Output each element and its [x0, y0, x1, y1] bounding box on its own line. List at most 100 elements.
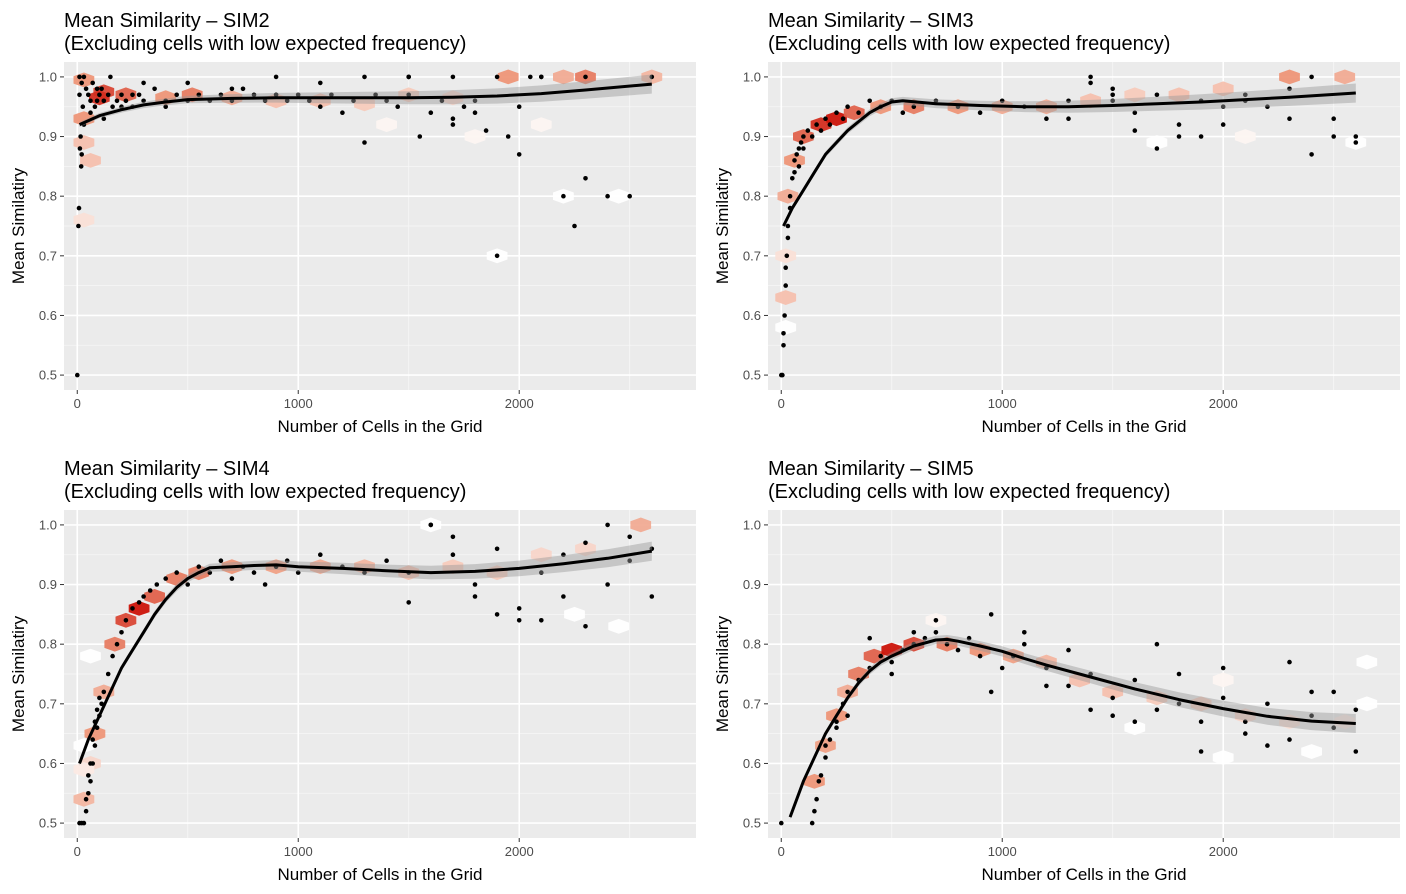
data-point [1110, 98, 1115, 104]
data-point [273, 92, 279, 98]
smooth-line [78, 549, 653, 765]
data-point [450, 122, 456, 127]
data-point [1022, 630, 1027, 635]
data-point [823, 743, 828, 748]
minor-gridlines [768, 510, 1400, 838]
data-point [101, 689, 107, 695]
data-point [141, 80, 146, 86]
x-tick-label: 0 [778, 844, 785, 859]
data-point [561, 552, 566, 557]
data-point [1066, 647, 1071, 653]
data-point [988, 612, 994, 617]
data-point [605, 193, 610, 199]
data-point [785, 235, 791, 241]
chart-title: Mean Similarity – SIM5 [768, 458, 974, 480]
data-point [1220, 104, 1226, 109]
data-point [805, 128, 811, 133]
chart-panel-2: Mean Similarity – SIM3(Excluding cells w… [713, 10, 1400, 436]
data-point [840, 116, 846, 121]
data-point [1154, 92, 1160, 98]
data-point [787, 193, 793, 199]
data-point [583, 540, 588, 546]
data-point [406, 74, 412, 80]
data-point [1198, 749, 1204, 754]
data-point [114, 641, 120, 647]
data-point [1066, 116, 1071, 121]
hexbin [530, 117, 552, 133]
data-point [792, 170, 797, 175]
hexbin [354, 96, 375, 112]
data-point [1243, 731, 1248, 736]
data-point [163, 104, 168, 109]
data-point [605, 522, 610, 528]
hexbin [1124, 87, 1146, 103]
data-point [130, 92, 135, 98]
data-point [83, 796, 89, 802]
data-point [77, 74, 82, 80]
data-point [90, 737, 95, 742]
data-point [229, 576, 235, 581]
data-point [97, 695, 102, 701]
x-tick-label: 0 [74, 396, 81, 411]
data-point [516, 606, 522, 611]
y-tick-label: 0.5 [743, 816, 761, 831]
data-point [229, 86, 235, 92]
data-point [1132, 719, 1138, 724]
axes: 0.5 0.6 0.7 0.8 0.9 1.0 0 1000 2000 Number of Cel… [713, 69, 1238, 436]
data-point [174, 570, 179, 575]
hexbin [1356, 696, 1378, 712]
y-axis-label: Mean Similatiry [713, 615, 732, 732]
hexbin [1212, 672, 1234, 688]
axes: 0.5 0.6 0.7 0.8 0.9 1.0 0 1000 2000 Number of Cel… [713, 517, 1238, 884]
hexbin [73, 135, 95, 150]
data-point [1176, 701, 1182, 707]
data-point [834, 110, 839, 115]
data-point [318, 104, 323, 109]
data-point [251, 92, 257, 98]
data-point [76, 223, 81, 229]
data-point [1176, 134, 1182, 139]
data-point [528, 74, 533, 80]
y-tick-label: 1.0 [743, 69, 761, 84]
data-point [1154, 641, 1160, 647]
x-axis-label: Number of Cells in the Grid [981, 417, 1186, 436]
hexbin [553, 69, 574, 85]
y-tick-label: 0.8 [743, 637, 761, 652]
data-point [185, 80, 190, 86]
data-point [88, 761, 93, 766]
hexbin [863, 648, 885, 664]
data-point [1309, 74, 1314, 80]
smooth-line [78, 82, 652, 126]
data-point [428, 522, 434, 528]
chart-subtitle: (Excluding cells with low expected frequ… [64, 481, 466, 503]
data-point [1154, 707, 1160, 713]
y-tick-label: 0.9 [743, 129, 761, 144]
chart-subtitle: (Excluding cells with low expected frequ… [64, 33, 466, 55]
data-point [92, 104, 98, 109]
data-point [123, 98, 129, 104]
hexbin [608, 618, 629, 634]
hexbin [73, 762, 95, 777]
data-point [105, 92, 111, 98]
data-point [782, 313, 787, 318]
hexbin [1212, 81, 1234, 97]
data-point [417, 134, 423, 139]
data-point [783, 283, 788, 288]
y-tick-label: 1.0 [39, 69, 57, 84]
data-point [351, 98, 356, 104]
data-point [583, 176, 588, 181]
y-tick-label: 0.8 [743, 189, 761, 204]
hexbin [804, 773, 825, 789]
data-point [94, 86, 100, 92]
data-point [262, 98, 268, 104]
data-point [1309, 689, 1314, 695]
data-point [119, 92, 124, 98]
x-tick-label: 2000 [505, 396, 534, 411]
data-point [944, 641, 950, 647]
data-point [878, 653, 883, 659]
data-point [362, 570, 367, 575]
data-point [1353, 707, 1359, 713]
data-point [818, 128, 824, 133]
x-tick-label: 1000 [988, 844, 1017, 859]
